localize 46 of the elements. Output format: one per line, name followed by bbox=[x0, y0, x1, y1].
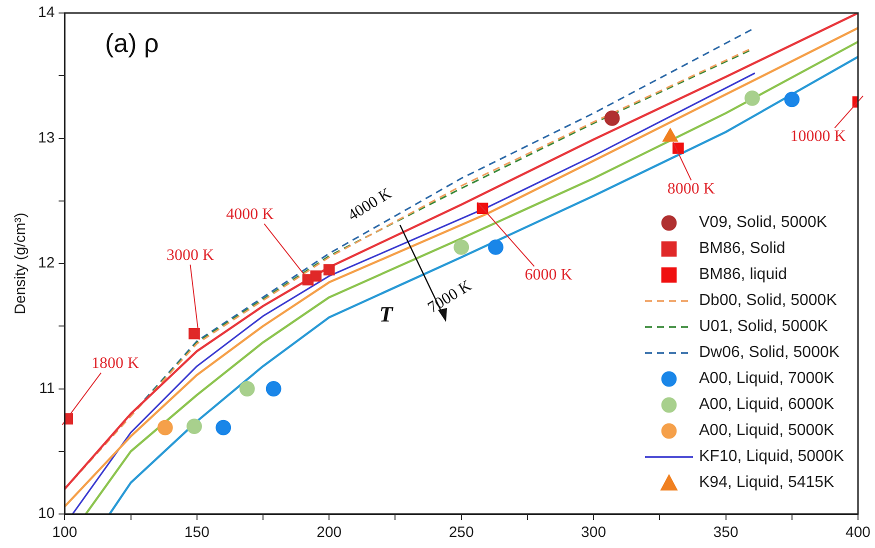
annotation: 10000 K bbox=[790, 128, 846, 146]
point bbox=[454, 240, 470, 255]
x-tick-label: 300 bbox=[581, 524, 606, 542]
x-tick-label: 400 bbox=[845, 524, 871, 542]
legend-label: Db00, Solid, 5000K bbox=[699, 292, 837, 310]
legend-label: Dw06, Solid, 5000K bbox=[699, 344, 840, 362]
annotation: T bbox=[379, 302, 394, 327]
y-tick-label: 11 bbox=[39, 380, 55, 397]
legend-label: KF10, Liquid, 5000K bbox=[699, 448, 844, 466]
point bbox=[188, 328, 200, 340]
point bbox=[604, 110, 620, 126]
point bbox=[488, 240, 504, 255]
legend-label: A00, Liquid, 6000K bbox=[699, 396, 834, 414]
annotation: (a) ρ bbox=[105, 28, 159, 58]
point bbox=[239, 381, 255, 396]
x-tick-label: 150 bbox=[184, 524, 210, 542]
point bbox=[323, 264, 335, 276]
point bbox=[310, 270, 322, 282]
legend-label: K94, Liquid, 5415K bbox=[699, 474, 834, 492]
y-tick-label: 13 bbox=[38, 129, 55, 146]
y-axis-title: Density (g/cm³) bbox=[12, 212, 30, 314]
legend-label: A00, Liquid, 5000K bbox=[699, 422, 834, 440]
point bbox=[744, 90, 760, 106]
annotation: 4000 K bbox=[345, 184, 395, 224]
annotation: 1800 K bbox=[92, 355, 140, 372]
x-tick-label: 350 bbox=[713, 524, 738, 542]
y-tick-label: 12 bbox=[38, 254, 55, 272]
legend-label: U01, Solid, 5000K bbox=[699, 318, 828, 336]
legend-label: A00, Liquid, 7000K bbox=[699, 370, 834, 388]
annotation: 6000 K bbox=[524, 266, 573, 284]
annotation: 3000 K bbox=[166, 246, 214, 264]
legend-label: BM86, Solid bbox=[699, 240, 786, 258]
y-tick-label: 14 bbox=[38, 4, 55, 22]
point bbox=[266, 381, 282, 396]
point bbox=[216, 420, 232, 436]
point bbox=[784, 92, 800, 108]
x-tick-label: 100 bbox=[52, 524, 78, 542]
annotation: 8000 K bbox=[667, 180, 716, 198]
x-tick-label: 250 bbox=[448, 524, 474, 542]
x-tick-label: 200 bbox=[316, 524, 342, 542]
point bbox=[186, 418, 202, 434]
point bbox=[157, 420, 173, 436]
y-tick-label: 10 bbox=[38, 505, 55, 522]
legend-label: BM86, liquid bbox=[699, 266, 788, 284]
annotation: 4000 K bbox=[226, 206, 274, 223]
legend-label: V09, Solid, 5000K bbox=[699, 214, 828, 232]
